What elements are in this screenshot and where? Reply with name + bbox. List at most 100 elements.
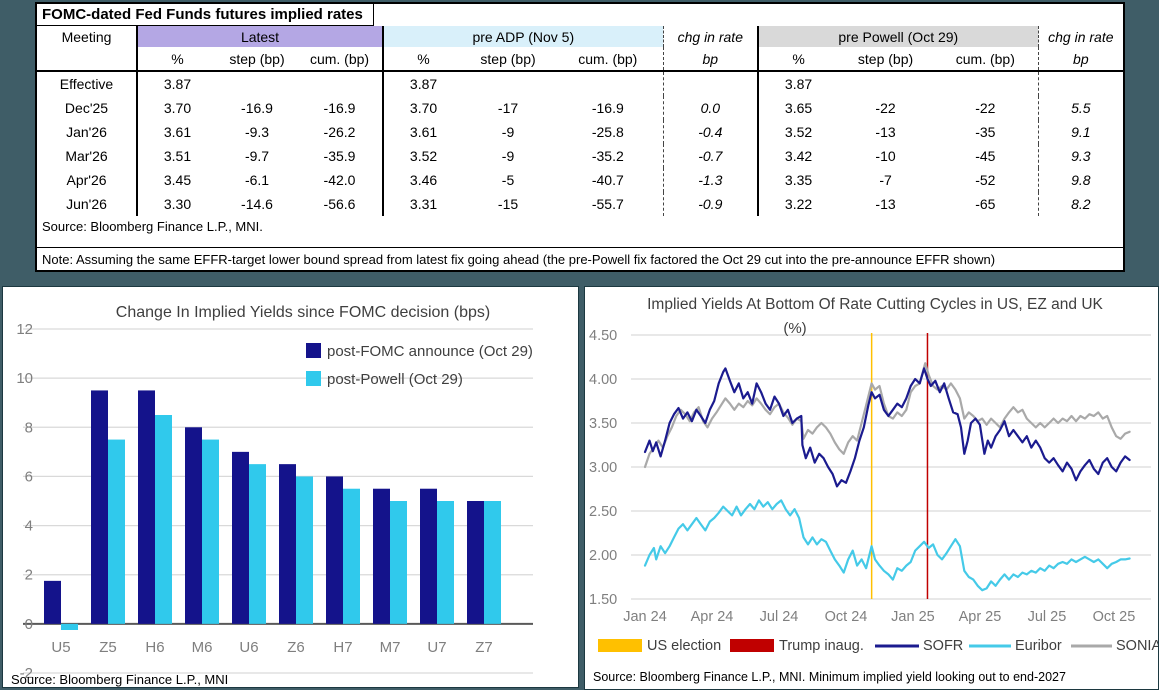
table-row: Apr'26 3.45 -6.1 -42.0 3.46 -5 -40.7 -1.3 3.35 -7… xyxy=(37,168,1124,192)
y-tick-label: 4.50 xyxy=(589,328,617,344)
y-tick-label: 10 xyxy=(16,370,33,387)
futures-table-card: FOMC-dated Fed Funds futures implied rat… xyxy=(35,2,1125,272)
value-cell: 9.3 xyxy=(1037,144,1124,168)
value-cell: -45 xyxy=(975,148,996,164)
y-tick-label: 2.50 xyxy=(589,504,617,520)
meeting-header: Meeting xyxy=(61,28,112,45)
meeting-cell: Dec'25 xyxy=(64,100,109,116)
x-category-label: M6 xyxy=(192,639,213,656)
table-row: Mar'26 3.51 -9.7 -35.9 3.52 -9 -35.2 -0.7 3.42 -1… xyxy=(37,144,1124,168)
bar xyxy=(373,488,390,624)
subheader: % xyxy=(136,47,217,72)
header-chg1: chg in rate xyxy=(662,26,759,47)
x-category-label: U7 xyxy=(427,639,446,656)
value-cell: -35.2 xyxy=(591,148,624,164)
table-group-header-row: Meeting Latest pre ADP (Nov 5) chg in ra… xyxy=(37,26,1124,47)
value-cell: -15 xyxy=(497,196,519,212)
value-cell: 3.52 xyxy=(757,120,839,144)
x-tick-label: Apr 24 xyxy=(691,609,734,625)
subheader: % xyxy=(382,47,464,72)
bar xyxy=(108,439,125,624)
value-cell: -6.1 xyxy=(244,172,270,188)
bar xyxy=(326,476,343,624)
value-cell: 9.8 xyxy=(1037,168,1124,192)
bar xyxy=(61,623,78,630)
legend-swatch xyxy=(306,343,321,358)
line-sofr xyxy=(643,367,1131,488)
subheader: step (bp) xyxy=(463,47,554,72)
value-cell: -26.2 xyxy=(323,124,356,140)
legend-label: Euribor xyxy=(1015,638,1062,654)
value-cell: -40.7 xyxy=(591,172,624,188)
legend-label: SOFR xyxy=(923,638,963,654)
value-cell xyxy=(553,71,663,96)
value-cell: 3.61 xyxy=(136,120,217,144)
line-chart-subtitle: (%) xyxy=(783,320,806,337)
table-sub-header-row: % step (bp) cum. (bp) % step (bp) cum. (… xyxy=(37,47,1124,72)
subheader: cum. (bp) xyxy=(553,47,664,72)
bar xyxy=(91,390,108,624)
value-cell: 3.22 xyxy=(757,192,839,216)
value-cell: 3.52 xyxy=(382,144,464,168)
futures-table: Meeting Latest pre ADP (Nov 5) chg in ra… xyxy=(37,26,1124,216)
subheader: % xyxy=(757,47,839,72)
y-tick-label: 2.00 xyxy=(589,548,617,564)
value-cell: -55.7 xyxy=(591,196,624,212)
value-cell: -9 xyxy=(501,124,515,140)
y-tick-label: 3.50 xyxy=(589,416,617,432)
meeting-cell: Apr'26 xyxy=(66,172,107,188)
value-cell: 3.65 xyxy=(757,96,839,120)
x-tick-label: Oct 25 xyxy=(1093,609,1136,625)
value-cell: 3.87 xyxy=(136,71,217,96)
value-cell: 3.42 xyxy=(757,144,839,168)
value-cell: 3.51 xyxy=(136,144,217,168)
bar xyxy=(343,488,360,624)
value-cell xyxy=(933,71,1038,96)
header-chg2: chg in rate xyxy=(1037,26,1124,47)
x-tick-label: Oct 24 xyxy=(825,609,868,625)
value-cell xyxy=(838,71,933,96)
value-cell: -65 xyxy=(975,196,996,212)
value-cell: -13 xyxy=(875,124,896,140)
x-tick-label: Jul 25 xyxy=(1028,609,1067,625)
bar xyxy=(279,464,296,624)
value-cell: 3.35 xyxy=(757,168,839,192)
bar xyxy=(420,488,437,624)
y-tick-label: 6 xyxy=(25,468,33,485)
value-cell: 3.87 xyxy=(757,71,839,96)
x-category-label: Z6 xyxy=(287,639,305,656)
value-cell: 9.1 xyxy=(1037,120,1124,144)
header-pre-adp: pre ADP (Nov 5) xyxy=(382,26,664,47)
subheader: cum. (bp) xyxy=(297,47,384,72)
subheader: step (bp) xyxy=(838,47,934,72)
value-cell xyxy=(463,71,553,96)
value-cell: 3.70 xyxy=(136,96,217,120)
bar xyxy=(232,451,249,624)
legend-label: post-Powell (Oct 29) xyxy=(327,371,463,388)
subheader: cum. (bp) xyxy=(933,47,1039,72)
value-cell: -9.3 xyxy=(244,124,270,140)
value-cell: 3.30 xyxy=(136,192,217,216)
line-chart-card: Implied Yields At Bottom Of Rate Cutting… xyxy=(584,286,1159,690)
value-cell: -42.0 xyxy=(323,172,356,188)
value-cell: 5.5 xyxy=(1037,96,1124,120)
bar-chart-card: Change In Implied Yields since FOMC deci… xyxy=(2,286,579,688)
bar xyxy=(437,501,454,624)
value-cell: -1.3 xyxy=(662,168,759,192)
value-cell: 3.46 xyxy=(382,168,464,192)
legend-swatch xyxy=(306,371,321,386)
table-title: FOMC-dated Fed Funds futures implied rat… xyxy=(37,4,374,26)
value-cell xyxy=(217,71,297,96)
bars-post-fomc-announce xyxy=(44,390,484,624)
value-cell: -14.6 xyxy=(241,196,273,212)
value-cell: -0.4 xyxy=(662,120,759,144)
value-cell: 3.87 xyxy=(382,71,464,96)
line-euribor xyxy=(643,499,1131,592)
legend-swatch-trump-inaug xyxy=(730,639,774,652)
table-note: Note: Assuming the same EFFR-target lowe… xyxy=(37,247,1123,270)
y-tick-label: 1.50 xyxy=(589,592,617,608)
subheader: bp xyxy=(662,47,759,72)
legend-label: SONIA xyxy=(1116,638,1158,654)
value-cell: -35.9 xyxy=(323,148,356,164)
